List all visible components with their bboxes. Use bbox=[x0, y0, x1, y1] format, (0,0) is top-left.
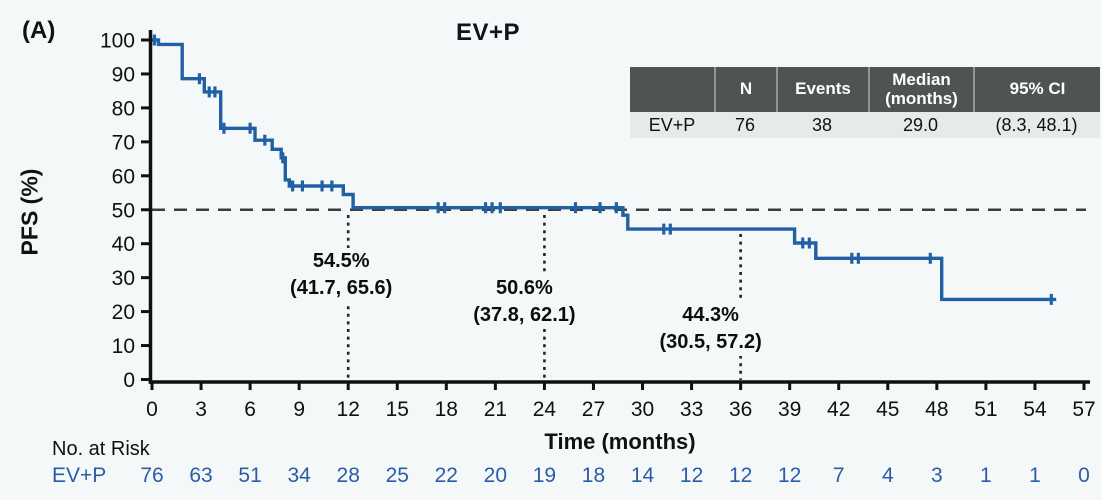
milestone-ci: (37.8, 62.1) bbox=[473, 304, 576, 326]
y-tick-label: 40 bbox=[112, 233, 135, 256]
x-tick-label: 21 bbox=[484, 398, 507, 421]
censor-marks bbox=[152, 34, 1053, 305]
y-tick-label: 0 bbox=[123, 369, 135, 392]
y-axis-title: PFS (%) bbox=[16, 168, 43, 256]
x-tick-label: 0 bbox=[146, 398, 158, 421]
milestone-annotation-36mo: 44.3% (30.5, 57.2) bbox=[654, 302, 767, 356]
risk-count: 18 bbox=[581, 464, 606, 487]
summary-header-events: Events bbox=[776, 67, 868, 112]
summary-table: N Events Median (months) 95% CI EV+P 76 … bbox=[630, 67, 1100, 138]
summary-cell-ci: (8.3, 48.1) bbox=[973, 112, 1100, 138]
risk-count: 7 bbox=[832, 464, 845, 487]
y-tick-label: 10 bbox=[112, 335, 135, 358]
risk-count: 76 bbox=[140, 464, 164, 487]
milestone-annotation-12mo: 54.5% (41.7, 65.6) bbox=[285, 248, 398, 302]
y-tick-label: 60 bbox=[112, 165, 135, 188]
x-tick-label: 33 bbox=[680, 398, 703, 421]
risk-count: 19 bbox=[532, 464, 557, 487]
risk-count: 34 bbox=[287, 464, 311, 487]
risk-count: 1 bbox=[980, 464, 992, 487]
risk-count: 28 bbox=[336, 464, 360, 487]
x-tick-label: 42 bbox=[827, 398, 850, 421]
risk-count: 63 bbox=[189, 464, 213, 487]
y-tick-label: 50 bbox=[112, 199, 135, 222]
milestone-ci: (30.5, 57.2) bbox=[659, 331, 762, 353]
x-tick-label: 27 bbox=[582, 398, 605, 421]
y-tick-label: 80 bbox=[112, 97, 135, 120]
x-tick-label: 36 bbox=[729, 398, 752, 421]
x-tick-label: 45 bbox=[876, 398, 899, 421]
risk-count: 51 bbox=[238, 464, 262, 487]
risk-count: 0 bbox=[1078, 464, 1090, 487]
risk-table-label: No. at Risk bbox=[52, 438, 150, 460]
milestone-rate: 44.3% bbox=[682, 304, 739, 326]
risk-count: 12 bbox=[777, 464, 802, 487]
risk-count: 14 bbox=[630, 464, 655, 487]
risk-count: 12 bbox=[679, 464, 704, 487]
x-tick-label: 3 bbox=[195, 398, 207, 421]
x-tick-label: 12 bbox=[337, 398, 360, 421]
risk-count: 12 bbox=[728, 464, 753, 487]
x-tick-label: 18 bbox=[435, 398, 458, 421]
y-tick-label: 100 bbox=[100, 30, 135, 53]
summary-cell-median: 29.0 bbox=[868, 112, 973, 138]
x-tick-label: 57 bbox=[1072, 398, 1095, 421]
summary-header-ci: 95% CI bbox=[973, 67, 1100, 112]
summary-cell-arm: EV+P bbox=[630, 112, 714, 138]
risk-count: 25 bbox=[385, 464, 409, 487]
risk-series-name: EV+P bbox=[52, 464, 107, 487]
risk-count: 4 bbox=[881, 464, 894, 487]
risk-count: 3 bbox=[930, 464, 943, 487]
y-tick-label: 20 bbox=[112, 301, 135, 324]
y-tick-labels: 0 10 20 30 40 50 60 70 80 90 100 bbox=[100, 30, 150, 392]
km-curve bbox=[152, 38, 1057, 302]
risk-count: 1 bbox=[1029, 464, 1041, 487]
x-tick-labels: 0 3 6 9 12 15 18 21 24 27 30 33 36 39 42 45 48 51 54 57 bbox=[146, 382, 1096, 421]
x-tick-label: 24 bbox=[533, 398, 557, 421]
x-tick-label: 54 bbox=[1023, 398, 1047, 421]
x-tick-label: 48 bbox=[925, 398, 948, 421]
summary-header-median: Median (months) bbox=[868, 67, 973, 112]
y-tick-label: 90 bbox=[112, 63, 135, 86]
x-tick-label: 6 bbox=[244, 398, 256, 421]
x-tick-label: 39 bbox=[778, 398, 801, 421]
y-tick-label: 70 bbox=[112, 131, 135, 154]
x-tick-label: 30 bbox=[631, 398, 654, 421]
panel-label: (A) bbox=[22, 17, 56, 44]
milestone-rate: 54.5% bbox=[312, 250, 370, 272]
y-tick-label: 30 bbox=[112, 267, 135, 290]
summary-cell-events: 38 bbox=[776, 112, 868, 138]
summary-cell-n: 76 bbox=[714, 112, 776, 138]
x-axis-title: Time (months) bbox=[544, 429, 696, 454]
milestone-rate: 50.6% bbox=[496, 277, 553, 299]
x-tick-label: 51 bbox=[974, 398, 997, 421]
summary-header-blank bbox=[630, 67, 714, 112]
x-tick-label: 9 bbox=[293, 398, 305, 421]
chart-title: EV+P bbox=[455, 19, 521, 46]
risk-count: 22 bbox=[434, 464, 458, 487]
x-tick-label: 15 bbox=[386, 398, 409, 421]
milestone-annotation-24mo: 50.6% (37.8, 62.1) bbox=[468, 275, 581, 329]
milestone-ci: (41.7, 65.6) bbox=[290, 277, 393, 299]
summary-header-n: N bbox=[714, 67, 776, 112]
risk-count: 20 bbox=[483, 464, 508, 487]
